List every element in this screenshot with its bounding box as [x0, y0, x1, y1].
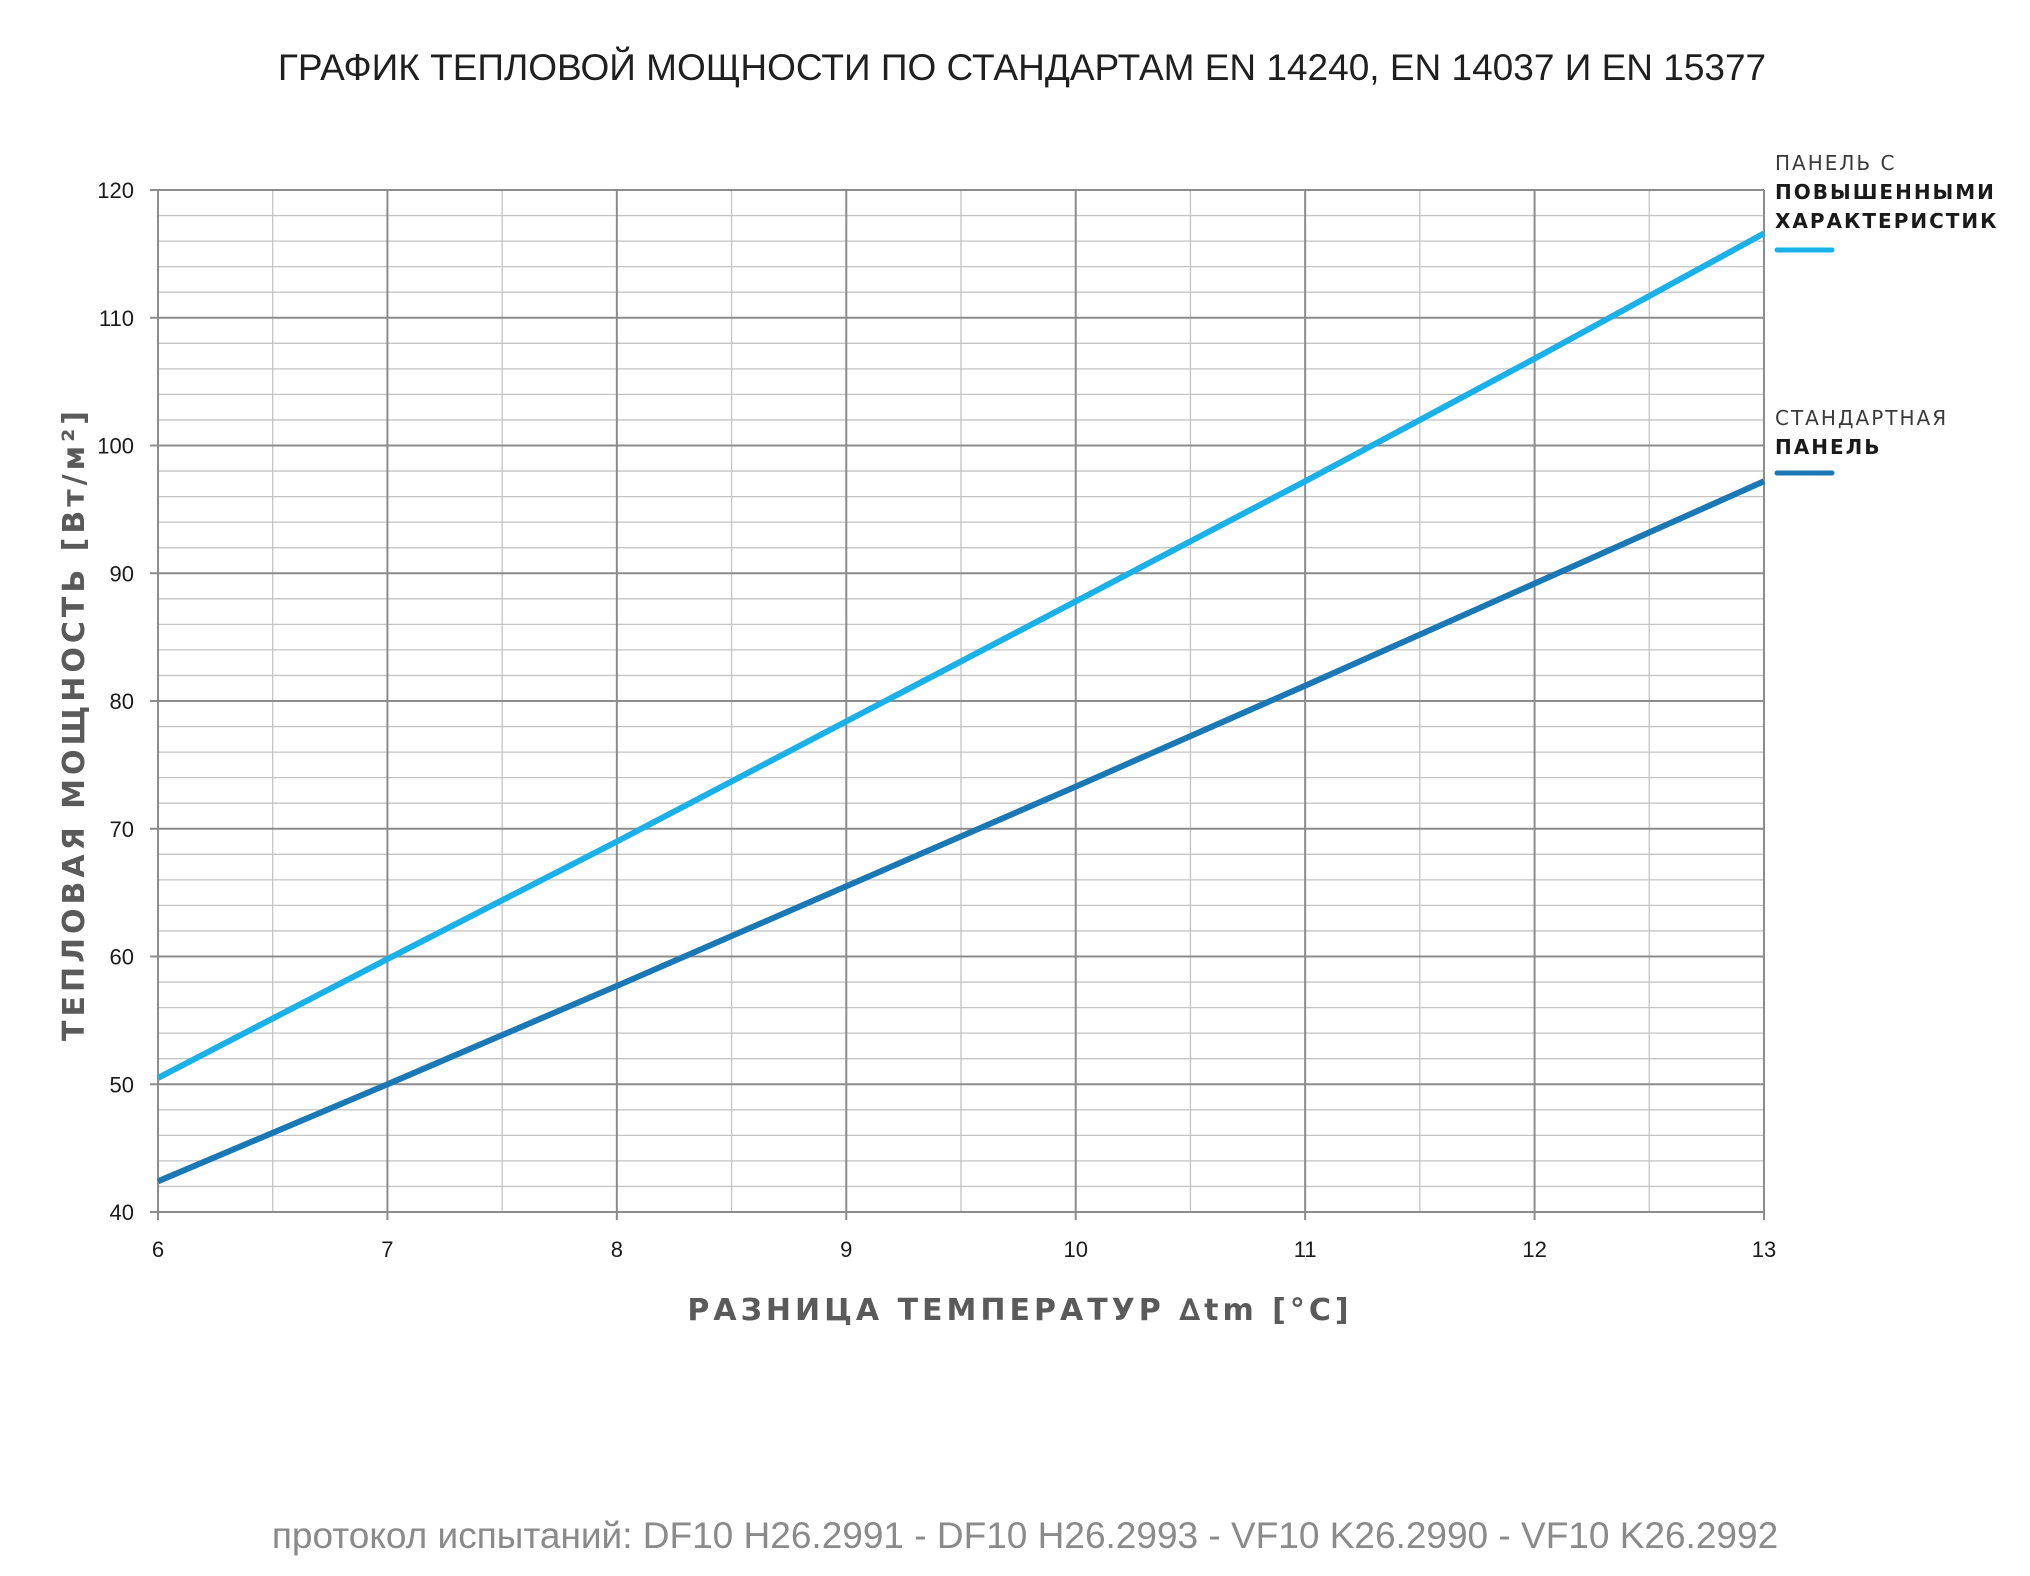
- y-tick-label: 50: [110, 1072, 134, 1097]
- legend-standard-line2: ПАНЕЛЬ: [1775, 435, 1881, 459]
- legend-enhanced-line2: ПОВЫШЕННЫМИ: [1775, 180, 1996, 204]
- axis-ticks: 40 50 60 70 80 90 100 110 120 6 7 8 9 10 11 12 13: [97, 178, 1776, 1262]
- legend-enhanced-line3: ХАРАКТЕРИСТИК: [1775, 209, 1999, 233]
- legend-item-enhanced: ПАНЕЛЬ С ПОВЫШЕННЫМИ ХАРАКТЕРИСТИК: [1774, 151, 1999, 253]
- y-tick-label: 120: [97, 178, 134, 203]
- legend: ПАНЕЛЬ С ПОВЫШЕННЫМИ ХАРАКТЕРИСТИК СТАНД…: [1774, 151, 1999, 476]
- x-tick-label: 6: [152, 1237, 164, 1262]
- x-tick-label: 13: [1752, 1237, 1776, 1262]
- x-tick-label: 10: [1063, 1237, 1087, 1262]
- legend-item-standard: СТАНДАРТНАЯ ПАНЕЛЬ: [1774, 406, 1948, 476]
- x-axis-label: РАЗНИЦА ТЕМПЕРАТУР ∆tm [°C]: [687, 1293, 1352, 1328]
- x-tick-label: 7: [381, 1237, 393, 1262]
- legend-standard-line1: СТАНДАРТНАЯ: [1775, 406, 1948, 430]
- y-tick-label: 70: [110, 817, 134, 842]
- plot-grid: [157, 189, 1765, 1213]
- series-line-enhanced-panel: [156, 230, 1766, 1081]
- y-tick-label: 60: [110, 945, 134, 970]
- legend-enhanced-line1: ПАНЕЛЬ С: [1775, 151, 1896, 175]
- y-axis-label: ТЕПЛОВАЯ МОЩНОСТЬ [Вт/м²]: [57, 407, 92, 1041]
- x-tick-label: 12: [1522, 1237, 1546, 1262]
- x-tick-label: 9: [840, 1237, 852, 1262]
- y-tick-label: 90: [110, 561, 134, 586]
- test-protocol-footer: протокол испытаний: DF10 H26.2991 - DF10…: [272, 1515, 1778, 1556]
- chart-title: ГРАФИК ТЕПЛОВОЙ МОЩНОСТИ ПО СТАНДАРТАМ E…: [278, 46, 1766, 88]
- y-tick-label: 100: [97, 434, 134, 459]
- series-lines: [156, 230, 1766, 1185]
- y-tick-label: 80: [110, 689, 134, 714]
- y-tick-label: 40: [110, 1200, 134, 1225]
- series-line-standard-panel: [156, 478, 1766, 1185]
- y-tick-label: 110: [99, 306, 134, 331]
- x-tick-label: 11: [1294, 1237, 1317, 1262]
- x-tick-label: 8: [611, 1237, 623, 1262]
